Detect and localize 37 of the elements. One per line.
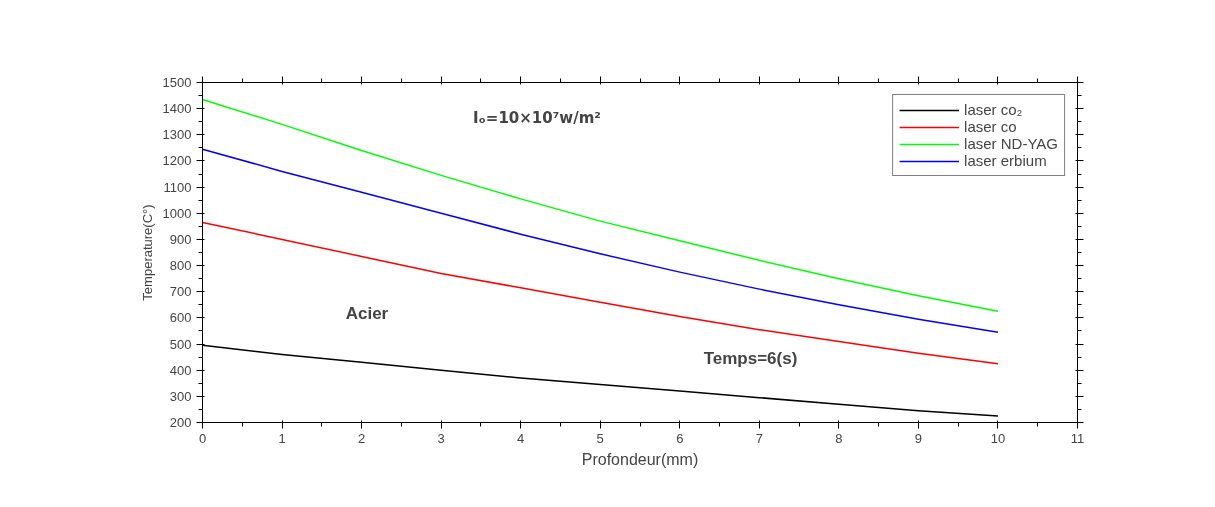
annotation: Temps=6(s) <box>703 348 798 368</box>
y-tick-label: 500 <box>169 336 192 352</box>
x-tick-label: 11 <box>1070 430 1085 446</box>
y-tick-label: 200 <box>169 415 192 430</box>
x-tick-label: 9 <box>914 430 923 446</box>
y-tick-label: 900 <box>169 231 192 247</box>
y-tick-label: 800 <box>169 258 192 274</box>
x-tick-label: 3 <box>437 430 445 446</box>
x-tick-label: 8 <box>835 430 843 446</box>
line-series <box>202 221 999 365</box>
x-tick-label: 2 <box>357 430 366 446</box>
y-tick-label: 1100 <box>163 179 192 195</box>
y-tick-label: 400 <box>169 362 192 378</box>
x-tick-label: 7 <box>755 430 763 446</box>
y-tick-label: 1300 <box>162 127 192 143</box>
y-tick-label: 300 <box>169 388 192 404</box>
x-tick-label: 0 <box>198 430 207 446</box>
y-tick-label: 600 <box>169 310 192 326</box>
line-series <box>202 148 999 334</box>
x-axis-title: Profondeur(mm) <box>581 450 699 468</box>
legend-label: laser co₂ <box>964 101 1023 118</box>
x-tick-label: 4 <box>517 430 525 446</box>
y-tick-label: 1000 <box>162 205 192 221</box>
annotation: Acier <box>345 304 389 324</box>
y-tick-label: 1500 <box>162 75 192 90</box>
annotation: Iₒ=10×10⁷w/m² <box>472 108 601 127</box>
legend-label: laser erbium <box>964 152 1047 169</box>
y-tick-label: 700 <box>169 284 192 300</box>
y-axis-title: Temperature(C°) <box>139 204 155 301</box>
x-tick-label: 6 <box>676 430 684 446</box>
y-tick-label: 1400 <box>162 101 192 117</box>
x-tick-label: 1 <box>278 430 286 446</box>
legend-label: laser ND-YAG <box>964 135 1058 152</box>
x-tick-label: 10 <box>990 430 1006 446</box>
x-tick-label: 5 <box>596 430 604 446</box>
legend-label: laser co <box>964 118 1017 135</box>
y-tick-label: 1200 <box>162 153 192 169</box>
